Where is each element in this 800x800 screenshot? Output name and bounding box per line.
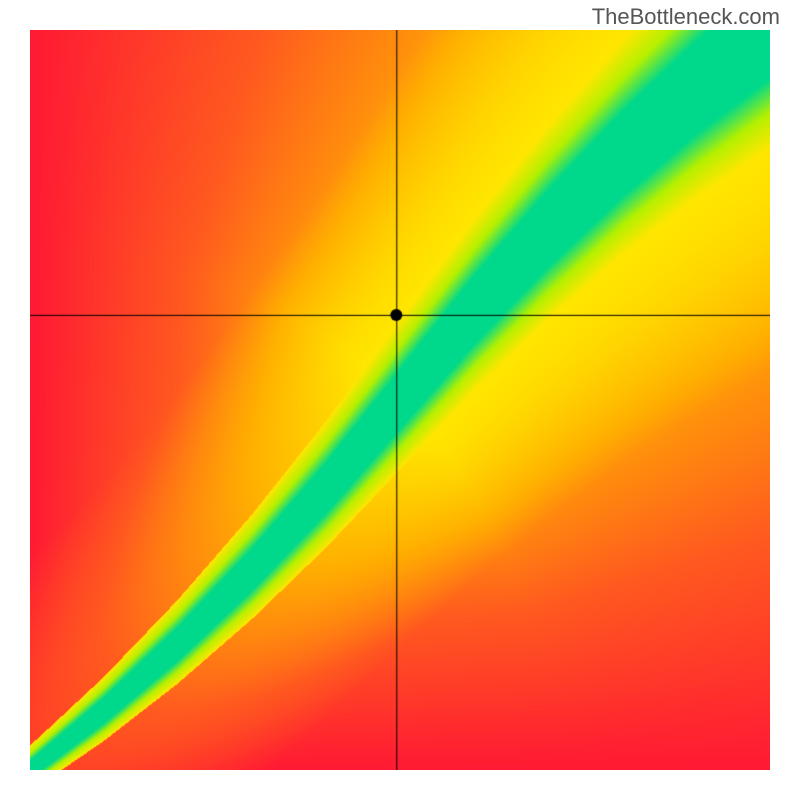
bottleneck-heatmap — [30, 30, 770, 770]
watermark-text: TheBottleneck.com — [592, 4, 780, 30]
heatmap-canvas — [30, 30, 770, 770]
